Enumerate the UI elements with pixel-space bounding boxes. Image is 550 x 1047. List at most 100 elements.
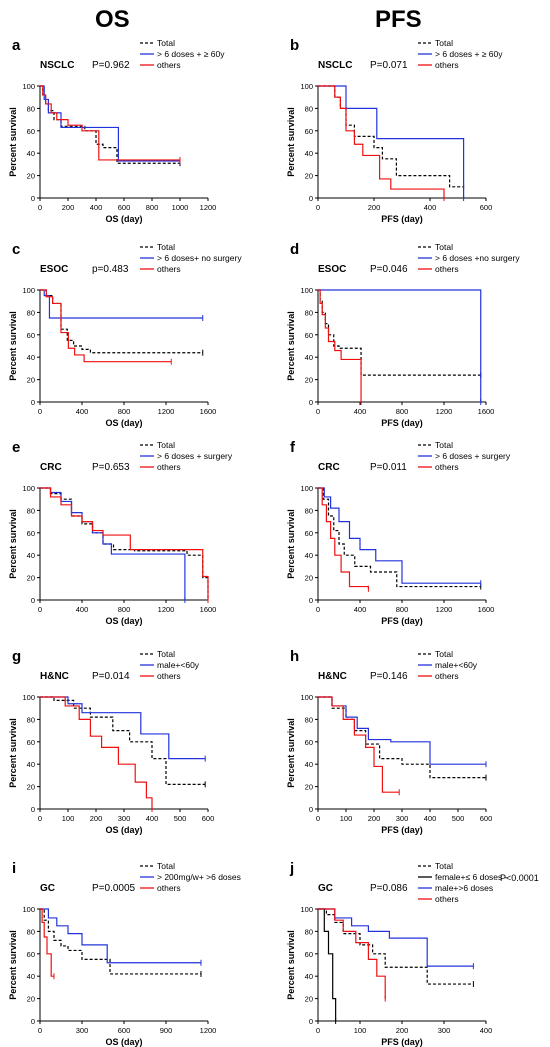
p-value: P=0.0005: [92, 883, 136, 894]
y-tick-label: 40: [305, 972, 313, 981]
survival-curve-2: [40, 85, 180, 161]
legend-label: > 6 doses + ≥ 60y: [435, 49, 503, 59]
x-tick-label: 100: [340, 814, 353, 823]
x-tick-label: 1200: [158, 605, 175, 614]
y-tick-label: 60: [305, 738, 313, 747]
x-tick-label: 800: [146, 203, 159, 212]
y-tick-label: 100: [22, 484, 35, 493]
survival-curve-0: [40, 289, 203, 354]
y-tick-label: 0: [309, 398, 313, 407]
survival-curve-2: [318, 696, 400, 793]
y-tick-label: 80: [305, 506, 313, 515]
survival-curve-2: [318, 85, 445, 198]
legend-label: others: [435, 264, 459, 274]
panel-c: c ESOC p=0.483 Total> 6 doses+ no surgeryot…: [8, 241, 242, 428]
legend-label: others: [157, 462, 181, 472]
p-value: P=0.011: [370, 462, 407, 473]
legend-label: Total: [157, 38, 175, 48]
legend-label: male+<60y: [435, 660, 478, 670]
x-tick-label: 800: [118, 605, 131, 614]
x-tick-label: 1200: [200, 1026, 217, 1035]
y-tick-label: 0: [31, 805, 35, 814]
x-tick-label: 0: [316, 203, 320, 212]
panel-letter: b: [290, 37, 299, 54]
x-tick-label: 1600: [478, 407, 495, 416]
y-tick-label: 0: [31, 398, 35, 407]
legend-label: Total: [157, 440, 175, 450]
y-tick-label: 100: [300, 905, 313, 914]
x-axis-title: PFS (day): [381, 1037, 423, 1047]
x-tick-label: 1200: [200, 203, 217, 212]
x-tick-label: 200: [90, 814, 103, 823]
y-tick-label: 0: [31, 194, 35, 203]
legend-label: > 6 doses + surgery: [435, 451, 511, 461]
x-axis-title: OS (day): [105, 825, 142, 835]
legend-label: Total: [435, 38, 453, 48]
y-tick-label: 60: [27, 738, 35, 747]
p-value: P=0.146: [370, 671, 408, 682]
y-tick-label: 100: [22, 693, 35, 702]
survival-curve-0: [318, 487, 481, 588]
panel-i: i GC P=0.0005 Total> 200mg/w+ >6 dosesother…: [8, 860, 241, 1047]
panel-d: d ESOC P=0.046 Total> 6 doses +no surgeryot…: [286, 241, 520, 428]
y-tick-label: 40: [27, 149, 35, 158]
legend-label: > 6 doses+ no surgery: [157, 253, 242, 263]
survival-curve-2: [40, 487, 209, 600]
x-tick-label: 400: [90, 203, 103, 212]
panel-letter: i: [12, 860, 16, 877]
y-axis-title: Percent survival: [286, 311, 296, 381]
panel-b: b NSCLC P=0.071 Total> 6 doses + ≥ 60yother…: [286, 37, 503, 224]
x-tick-label: 100: [62, 814, 75, 823]
survival-curve-2: [318, 908, 474, 967]
y-tick-label: 100: [300, 484, 313, 493]
y-tick-label: 40: [305, 353, 313, 362]
survival-curve-2: [40, 289, 172, 363]
survival-curve-1: [40, 289, 203, 319]
x-tick-label: 200: [368, 814, 381, 823]
x-tick-label: 1600: [200, 605, 217, 614]
panel-letter: e: [12, 439, 20, 456]
y-tick-label: 100: [22, 286, 35, 295]
y-tick-label: 80: [27, 506, 35, 515]
column-header-pfs: PFS: [375, 6, 422, 33]
x-tick-label: 400: [424, 203, 437, 212]
y-tick-label: 20: [305, 172, 313, 181]
legend-label: Total: [435, 440, 453, 450]
x-tick-label: 500: [452, 814, 465, 823]
y-tick-label: 20: [305, 995, 313, 1004]
legend-label: female+≤ 6 doses -: [435, 872, 508, 882]
y-tick-label: 20: [305, 574, 313, 583]
survival-curve-2: [318, 487, 369, 589]
legend-label: Total: [435, 861, 453, 871]
x-tick-label: 0: [38, 814, 42, 823]
panel-letter: j: [289, 860, 294, 877]
legend-label: Total: [157, 242, 175, 252]
y-tick-label: 20: [27, 995, 35, 1004]
p-value: P=0.071: [370, 60, 408, 71]
y-tick-label: 40: [305, 760, 313, 769]
x-tick-label: 400: [480, 1026, 493, 1035]
x-tick-label: 800: [396, 605, 409, 614]
y-axis-title: Percent survival: [8, 509, 18, 579]
y-tick-label: 60: [305, 950, 313, 959]
y-tick-label: 60: [27, 127, 35, 136]
x-tick-label: 200: [368, 203, 381, 212]
x-tick-label: 600: [118, 203, 131, 212]
legend-label: others: [157, 60, 181, 70]
cancer-label: ESOC: [318, 264, 346, 275]
y-tick-label: 60: [27, 529, 35, 538]
survival-curve-0: [40, 696, 206, 785]
x-axis-title: PFS (day): [381, 418, 423, 428]
survival-curve-1: [40, 85, 180, 162]
y-tick-label: 0: [309, 805, 313, 814]
survival-curve-1: [318, 487, 481, 584]
survival-curve-1: [318, 908, 337, 1021]
x-tick-label: 1200: [436, 605, 453, 614]
cancer-label: ESOC: [40, 264, 68, 275]
survival-curve-1: [318, 85, 465, 198]
x-tick-label: 300: [396, 814, 409, 823]
survival-curve-0: [40, 908, 201, 975]
x-tick-label: 0: [316, 605, 320, 614]
x-tick-label: 300: [438, 1026, 451, 1035]
